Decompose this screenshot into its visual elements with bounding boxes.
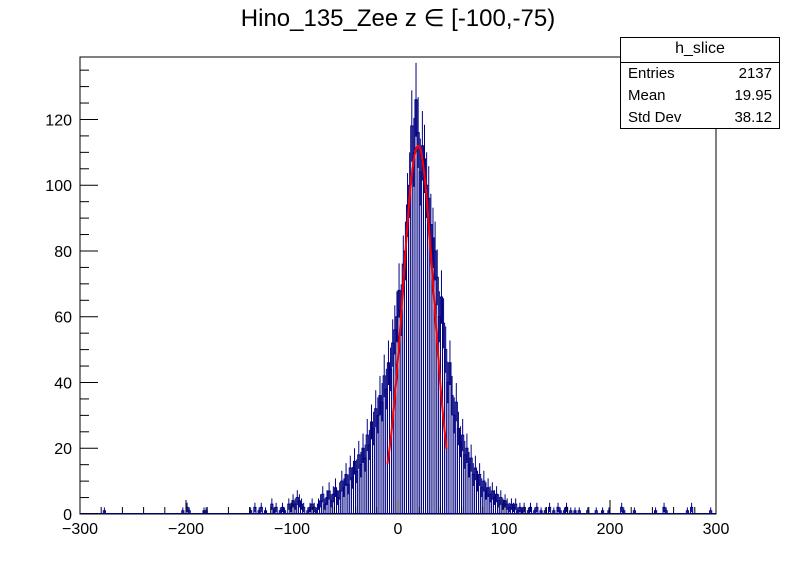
- y-tick-label: 40: [54, 375, 72, 392]
- stats-row-mean: Mean 19.95: [621, 85, 779, 107]
- x-tick-label: −300: [62, 521, 98, 538]
- histogram-bin: [601, 507, 605, 514]
- y-tick-label: 0: [63, 507, 72, 524]
- axis-layer: −300 −200 −100 0 100 200 300 0 20 40 60 80 100 120: [45, 69, 730, 538]
- histogram-bin: [263, 507, 268, 514]
- histogram-bin: [632, 507, 636, 514]
- histogram-bin: [535, 502, 539, 514]
- histogram-bin: [664, 507, 668, 514]
- gaussian-fit-curve: [386, 144, 448, 465]
- stats-box: h_slice Entries 2137 Mean 19.95 Std Dev …: [620, 37, 780, 129]
- stats-label: Std Dev: [628, 109, 682, 126]
- histogram-bin: [102, 507, 106, 514]
- y-tick-label: 100: [45, 178, 72, 195]
- histogram-bin: [709, 507, 713, 514]
- x-tick-label: −200: [168, 521, 204, 538]
- histogram-bin: [514, 498, 518, 514]
- x-tick-label: 100: [491, 521, 518, 538]
- histogram-bin: [548, 502, 552, 514]
- histogram-bin: [577, 507, 581, 514]
- histogram-bin: [539, 507, 543, 514]
- stats-value: 38.12: [734, 109, 772, 126]
- histogram-bin: [622, 507, 626, 514]
- x-tick-label: 300: [703, 521, 730, 538]
- stats-value: 19.95: [734, 87, 772, 104]
- y-tick-label: 80: [54, 244, 72, 261]
- histogram-bin: [187, 507, 191, 514]
- histogram-bin: [573, 507, 577, 514]
- histogram-bin: [528, 502, 533, 514]
- y-tick-label: 20: [54, 441, 72, 458]
- histogram-bin: [283, 507, 287, 514]
- histogram-bin: [690, 502, 694, 514]
- histogram-bin: [302, 502, 306, 514]
- stats-box-name: h_slice: [621, 38, 779, 63]
- histogram-bin: [569, 507, 573, 514]
- histogram-bin: [181, 507, 185, 514]
- x-tick-label: 200: [597, 521, 624, 538]
- stats-label: Entries: [628, 65, 675, 82]
- histogram-bin: [654, 507, 658, 514]
- stats-value: 2137: [738, 65, 772, 82]
- fit-layer: [386, 144, 448, 465]
- histogram-bin: [259, 502, 263, 514]
- histogram-bin: [594, 507, 598, 514]
- histogram-bin: [253, 502, 257, 514]
- chart-title: Hino_135_Zee z ∈ [-100,-75): [240, 5, 556, 32]
- stats-row-entries: Entries 2137: [621, 63, 779, 85]
- y-tick-label: 120: [45, 112, 72, 129]
- histogram-bin: [558, 507, 562, 514]
- histogram-bin: [685, 507, 689, 514]
- x-tick-label: −100: [274, 521, 310, 538]
- histogram-bin: [552, 507, 556, 514]
- stats-row-stddev: Std Dev 38.12: [621, 107, 779, 129]
- stats-label: Mean: [628, 87, 666, 104]
- x-tick-label: 0: [394, 521, 403, 538]
- histogram-bin: [274, 502, 278, 514]
- y-tick-label: 60: [54, 310, 72, 327]
